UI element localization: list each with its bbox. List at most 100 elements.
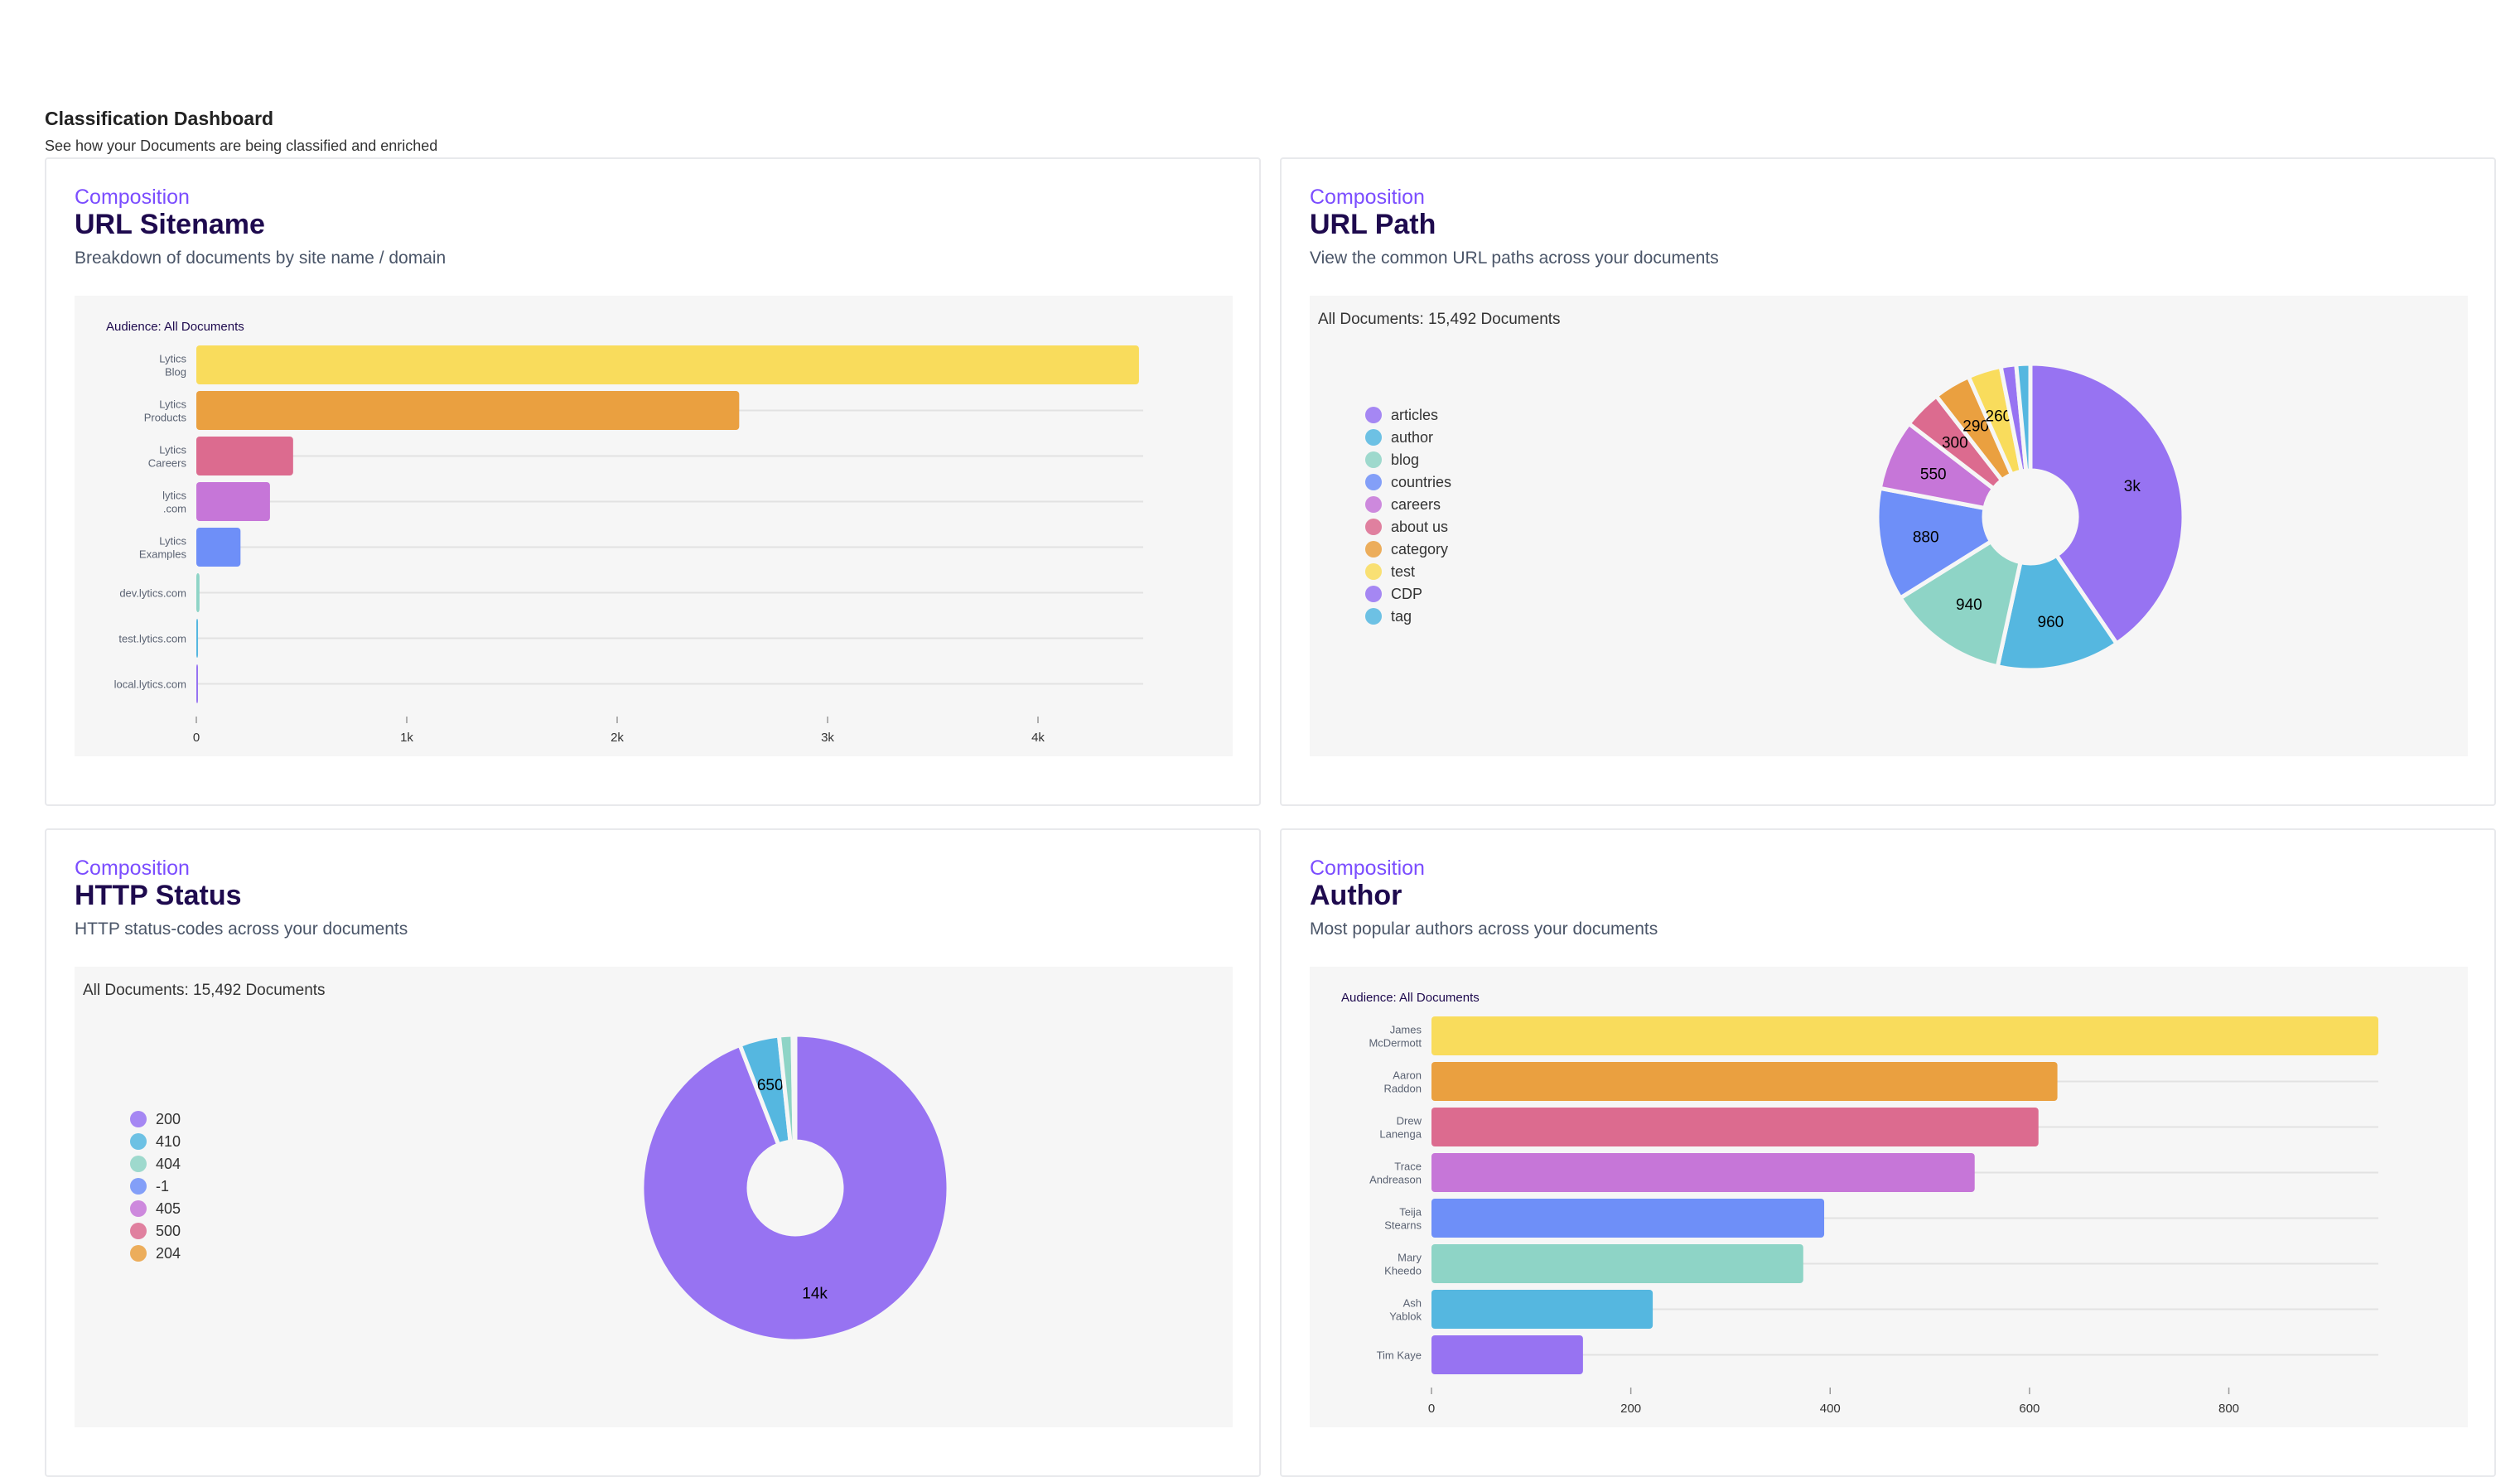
x-tick-label: 3k <box>821 731 834 745</box>
category-label: local.lytics.com <box>114 678 186 691</box>
card-title: HTTP Status <box>75 880 242 912</box>
bar <box>1431 1335 1583 1374</box>
legend-swatch <box>1365 519 1382 535</box>
x-tick-label: 4k <box>1031 731 1045 745</box>
legend-swatch <box>130 1245 147 1262</box>
legend-swatch <box>130 1111 147 1127</box>
legend-label: about us <box>1391 519 1448 535</box>
bar <box>1431 1108 2039 1146</box>
legend-swatch <box>1365 474 1382 490</box>
legend-label: 200 <box>156 1111 181 1127</box>
card-title: Author <box>1310 880 1402 912</box>
slice-label: 300 <box>1942 434 1968 451</box>
legend-label: 204 <box>156 1245 181 1262</box>
legend-label: CDP <box>1391 586 1422 602</box>
card-url-sitename: Composition URL Sitename Breakdown of do… <box>45 157 1261 806</box>
card-url-path: Composition URL Path View the common URL… <box>1280 157 2496 806</box>
x-tick-label: 200 <box>1620 1402 1641 1416</box>
legend-label: author <box>1391 429 1433 446</box>
card-description: Most popular authors across your documen… <box>1310 920 1658 939</box>
slice-label: 940 <box>1956 596 1982 614</box>
legend-swatch <box>1365 541 1382 557</box>
slice-label: 550 <box>1920 466 1947 483</box>
x-tick-label: 400 <box>1820 1402 1841 1416</box>
bar <box>1431 1244 1803 1283</box>
bar <box>1431 1153 1975 1192</box>
page-subtitle: See how your Documents are being classif… <box>45 138 437 155</box>
x-tick-label: 0 <box>193 731 200 745</box>
x-tick-label: 800 <box>2218 1402 2239 1416</box>
category-label: Tim Kaye <box>1377 1349 1422 1362</box>
category-label: test.lytics.com <box>118 633 186 645</box>
bar <box>196 664 198 703</box>
slice-label: 650 <box>757 1077 784 1094</box>
card-description: View the common URL paths across your do… <box>1310 249 1719 268</box>
bar <box>1431 1199 1824 1238</box>
card-description: HTTP status-codes across your documents <box>75 920 408 939</box>
url-path-pie-chart: 3k960940880550300290260articlesauthorblo… <box>1310 296 2468 756</box>
bar <box>196 391 739 430</box>
card-author: Composition Author Most popular authors … <box>1280 828 2496 1477</box>
legend-label: blog <box>1391 451 1419 468</box>
card-kicker: Composition <box>1310 857 1425 881</box>
bar <box>196 528 240 567</box>
page-title: Classification Dashboard <box>45 108 273 130</box>
legend-label: countries <box>1391 474 1451 490</box>
legend-label: category <box>1391 541 1448 557</box>
slice-label: 3k <box>2124 478 2141 495</box>
chart-title: Audience: All Documents <box>1341 991 1480 1005</box>
legend-swatch <box>1365 496 1382 513</box>
bar <box>1431 1062 2058 1101</box>
legend-label: 410 <box>156 1133 181 1150</box>
legend-swatch <box>1365 429 1382 446</box>
card-kicker: Composition <box>75 857 190 881</box>
legend-swatch <box>1365 563 1382 580</box>
x-tick-label: 600 <box>2019 1402 2040 1416</box>
x-tick-label: 1k <box>400 731 413 745</box>
document-count: All Documents: 15,492 Documents <box>1318 311 1561 329</box>
bar <box>196 573 200 612</box>
card-http-status: Composition HTTP Status HTTP status-code… <box>45 828 1261 1477</box>
legend-label: 500 <box>156 1223 181 1239</box>
card-kicker: Composition <box>75 186 190 210</box>
slice-label: 880 <box>1913 529 1939 547</box>
legend-label: careers <box>1391 496 1441 513</box>
legend-swatch <box>1365 407 1382 423</box>
slice-label: 960 <box>2038 614 2064 631</box>
slice-label: 14k <box>802 1285 828 1302</box>
bar <box>196 482 270 521</box>
legend-label: 405 <box>156 1200 181 1217</box>
card-title: URL Sitename <box>75 209 265 241</box>
legend-swatch <box>130 1223 147 1239</box>
bar <box>196 437 293 475</box>
category-label: lytics.com <box>162 490 186 515</box>
legend-label: 404 <box>156 1156 181 1172</box>
chart-title: Audience: All Documents <box>106 320 244 334</box>
legend-swatch <box>130 1200 147 1217</box>
document-count: All Documents: 15,492 Documents <box>83 982 326 1000</box>
bar <box>196 345 1139 384</box>
legend-swatch <box>1365 608 1382 625</box>
bar <box>196 619 198 658</box>
x-tick-label: 0 <box>1428 1402 1435 1416</box>
card-title: URL Path <box>1310 209 1436 241</box>
legend-swatch <box>130 1133 147 1150</box>
category-label: dev.lytics.com <box>119 587 186 600</box>
legend-swatch <box>1365 586 1382 602</box>
legend-swatch <box>130 1156 147 1172</box>
